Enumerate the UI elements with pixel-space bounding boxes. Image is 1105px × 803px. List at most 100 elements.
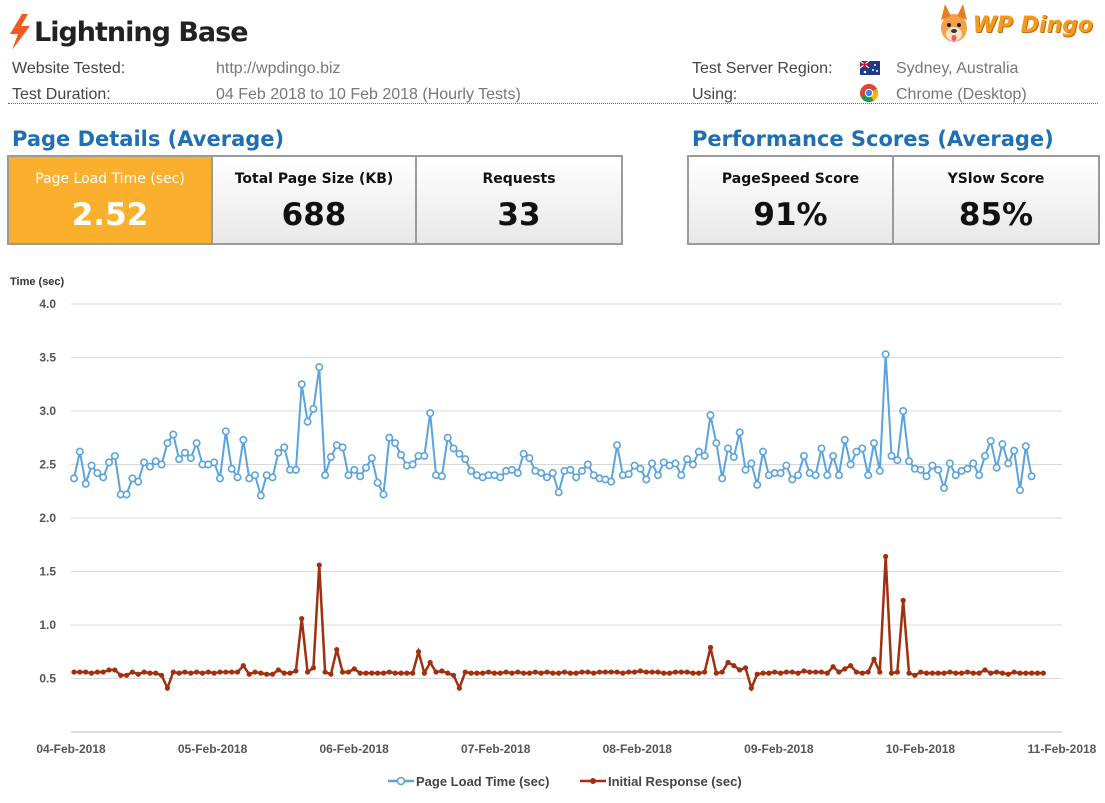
- data-point: [134, 477, 143, 486]
- data-point: [287, 670, 293, 676]
- data-point: [246, 671, 252, 677]
- data-point: [145, 462, 154, 471]
- data-point: [426, 409, 435, 418]
- data-point: [233, 473, 242, 482]
- data-point: [515, 669, 521, 675]
- data-point: [310, 665, 317, 671]
- data-point: [578, 466, 587, 475]
- data-point: [683, 455, 692, 464]
- data-point: [945, 459, 954, 468]
- data-point: [585, 669, 591, 675]
- data-point: [817, 444, 826, 453]
- card-value: 85%: [958, 197, 1034, 233]
- data-point: [519, 449, 528, 458]
- data-point: [210, 458, 219, 467]
- data-point: [922, 472, 931, 481]
- data-point: [918, 669, 924, 675]
- duration-value: 04 Feb 2018 to 10 Feb 2018 (Hourly Tests…: [216, 86, 521, 103]
- data-point: [369, 670, 375, 676]
- data-point: [864, 471, 873, 480]
- data-point: [731, 663, 737, 669]
- card-value: 2.52: [71, 197, 149, 233]
- data-point: [538, 670, 544, 676]
- data-point: [573, 670, 579, 676]
- data-point: [1011, 669, 1017, 675]
- data-point: [135, 671, 141, 677]
- data-point: [158, 672, 165, 678]
- data-point: [367, 454, 376, 463]
- data-point: [579, 669, 585, 675]
- data-point: [334, 647, 340, 653]
- data-point: [1004, 459, 1013, 468]
- data-point: [151, 457, 160, 466]
- data-point: [554, 488, 563, 497]
- card-label: Total Page Size (KB): [234, 171, 394, 187]
- data-point: [963, 464, 972, 473]
- data-point: [659, 458, 668, 467]
- data-point: [105, 458, 114, 467]
- data-point: [542, 473, 551, 482]
- data-point: [975, 471, 984, 480]
- data-point: [274, 448, 283, 457]
- data-point: [141, 669, 147, 675]
- website-value: http://wpdingo.biz: [216, 60, 341, 77]
- data-point: [766, 670, 772, 676]
- data-point: [404, 670, 410, 676]
- data-point: [648, 459, 657, 468]
- data-point: [398, 670, 404, 676]
- data-point: [449, 444, 458, 453]
- y-tick-label: 4.0: [39, 297, 56, 311]
- partner-name: WP Dingo: [972, 12, 1093, 38]
- series-page-load-time: [70, 350, 1036, 500]
- data-point: [602, 669, 608, 675]
- data-point: [164, 685, 171, 691]
- data-point: [661, 670, 667, 676]
- x-tick-label: 06-Feb-2018: [319, 742, 389, 756]
- data-point: [291, 465, 300, 474]
- data-point: [122, 490, 131, 499]
- data-point: [128, 474, 137, 483]
- data-point: [252, 669, 258, 675]
- y-tick-label: 2.0: [39, 511, 56, 525]
- data-point: [624, 470, 633, 479]
- data-point: [556, 670, 562, 676]
- data-point: [899, 406, 908, 415]
- data-point: [869, 439, 878, 448]
- data-point: [521, 670, 527, 676]
- data-point: [544, 669, 550, 675]
- data-point: [87, 461, 96, 470]
- data-point: [875, 466, 884, 475]
- data-point: [1010, 446, 1019, 455]
- data-point: [163, 439, 172, 448]
- data-point: [321, 471, 330, 480]
- data-point: [386, 669, 392, 675]
- data-point: [842, 666, 848, 672]
- data-point: [1034, 670, 1041, 676]
- data-point: [982, 667, 988, 673]
- data-point: [702, 669, 708, 675]
- data-point: [396, 450, 405, 459]
- data-point: [186, 454, 195, 463]
- data-point: [118, 672, 124, 678]
- x-tick-label: 10-Feb-2018: [886, 742, 956, 756]
- data-point: [77, 669, 83, 675]
- data-point: [824, 670, 830, 676]
- data-point: [877, 669, 883, 675]
- data-point: [620, 670, 626, 676]
- data-point: [182, 669, 188, 675]
- data-point: [75, 447, 84, 456]
- data-point: [188, 670, 194, 676]
- data-point: [748, 685, 754, 691]
- data-point: [772, 669, 778, 675]
- data-point: [929, 670, 935, 676]
- data-point: [900, 597, 906, 603]
- data-point: [147, 670, 153, 676]
- legend-marker: [396, 776, 406, 786]
- data-point: [747, 459, 756, 468]
- data-point: [526, 670, 533, 676]
- data-point: [976, 670, 982, 676]
- data-point: [812, 669, 819, 675]
- data-point: [718, 474, 727, 483]
- data-point: [140, 458, 149, 467]
- page-load-time-card: Page Load Time (sec) 2.52: [9, 157, 213, 243]
